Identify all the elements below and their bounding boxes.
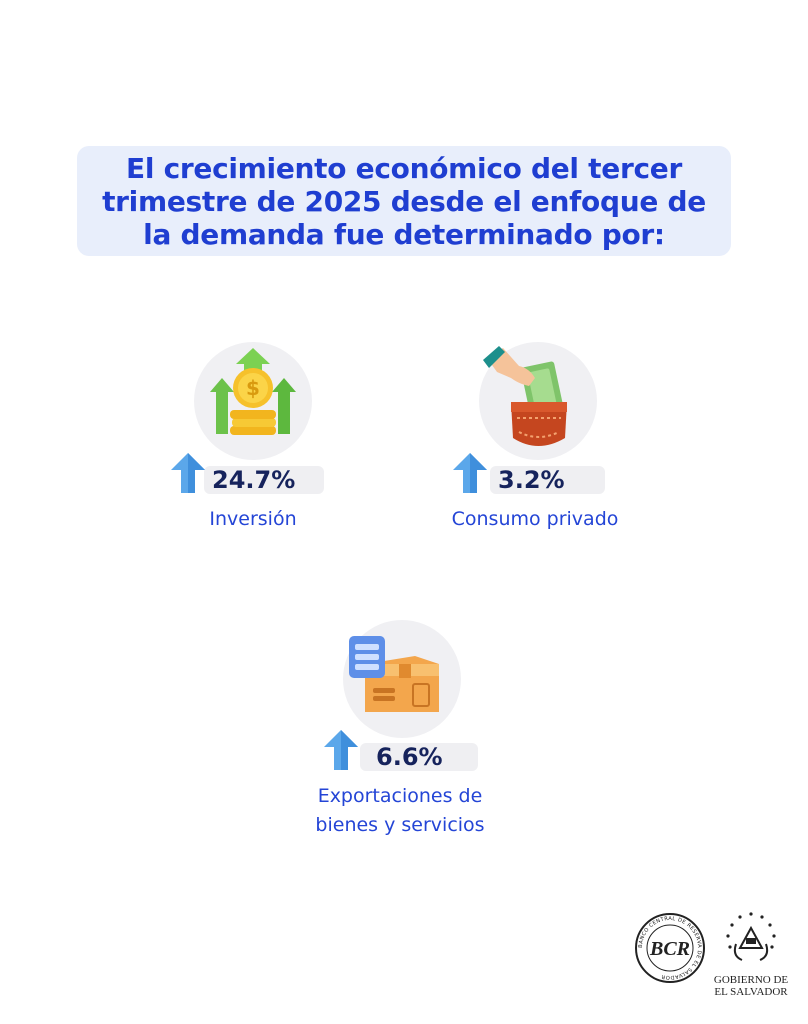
value-text: 6.6% bbox=[376, 743, 443, 771]
government-seal-icon bbox=[726, 912, 776, 961]
bcr-monogram: BCR bbox=[649, 938, 690, 960]
arrow-up-icon bbox=[453, 453, 487, 493]
export-box-icon bbox=[343, 620, 461, 738]
value-pill bbox=[490, 466, 605, 494]
money-growth-icon: $ bbox=[194, 342, 312, 460]
value-text: 24.7% bbox=[212, 466, 296, 494]
value-pill bbox=[360, 743, 478, 771]
gov-text-line-2: EL SALVADOR bbox=[714, 986, 788, 998]
label-line-1: Exportaciones de bbox=[317, 785, 483, 807]
pocket-money-icon bbox=[479, 342, 597, 460]
value-text: 3.2% bbox=[498, 466, 565, 494]
arrow-up-icon bbox=[324, 730, 358, 770]
title-line-3: la demanda fue determinado por: bbox=[143, 217, 665, 251]
title-banner: El crecimiento económico del tercer trim… bbox=[77, 146, 731, 256]
label-text: Consumo privado bbox=[451, 508, 619, 530]
value-pill bbox=[204, 466, 324, 494]
gov-text-line-1: GOBIERNO DE bbox=[713, 974, 789, 986]
title-line-2: trimestre de 2025 desde el enfoque de bbox=[102, 184, 706, 218]
bcr-logo: BANCO CENTRAL DE RESERVA DE EL SALVADOR … bbox=[635, 913, 705, 983]
arrow-up-icon bbox=[171, 453, 205, 493]
svg-text:$: $ bbox=[246, 376, 260, 400]
label-line-2: bienes y servicios bbox=[315, 814, 485, 836]
label-text: Inversión bbox=[209, 508, 297, 530]
title-line-1: El crecimiento económico del tercer bbox=[126, 151, 682, 185]
